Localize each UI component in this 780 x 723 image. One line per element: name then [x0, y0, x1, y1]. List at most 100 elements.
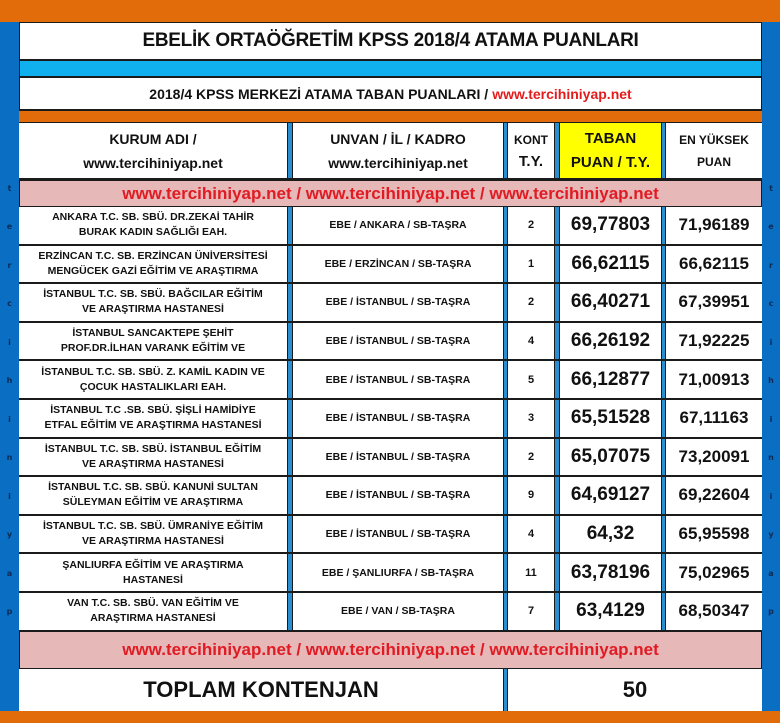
column-separator	[503, 593, 508, 630]
header-kont: KONT T.Y.	[508, 123, 554, 178]
cell-kont: 11	[525, 566, 537, 579]
column-separator	[661, 515, 666, 553]
column-separator	[287, 438, 293, 476]
header-unvan: UNVAN / İL / KADRO www.tercihiniyap.net	[293, 123, 503, 178]
cell-kont: 2	[527, 296, 535, 309]
side-letter: p	[6, 607, 13, 616]
total-label: TOPLAM KONTENJAN	[143, 677, 379, 702]
side-letter: h	[6, 376, 13, 385]
cell-kurum-line2: ÇOCUK HASTALIKLARI EAH.	[79, 380, 227, 393]
side-letter: n	[6, 453, 13, 462]
subtitle-link[interactable]: www.tercihiniyap.net	[492, 85, 632, 102]
side-letter: e	[6, 222, 13, 231]
cell-en-yuksek-puan: 71,96189	[678, 215, 750, 235]
cell-unvan: EBE / İSTANBUL / SB-TAŞRA	[325, 335, 471, 348]
column-separator	[554, 593, 560, 630]
watermark-band-top[interactable]: www.tercihiniyap.net / www.tercihiniyap.…	[19, 180, 762, 207]
table-row: İSTANBUL T.C. SB. SBÜ. KANUNİ SULTAN SÜLE…	[19, 477, 762, 516]
side-letter: i	[8, 338, 11, 347]
column-separator	[287, 284, 293, 321]
cell-kurum-line2: ETFAL EĞİTİM VE ARAŞTIRMA HASTANESİ	[44, 419, 262, 432]
cell-kurum: VAN T.C. SB. SBÜ. VAN EĞİTİM VE ARAŞTIRMA…	[19, 593, 287, 630]
cell-kurum: İSTANBUL T.C. SB. SBÜ. BAĞCILAR EĞİTİM VE…	[19, 284, 287, 321]
side-letter: i	[8, 415, 11, 424]
column-separator	[661, 438, 666, 476]
orange-divider	[19, 110, 762, 123]
cell-unvan: EBE / İSTANBUL / SB-TAŞRA	[325, 412, 471, 425]
cell-kurum-line1: İSTANBUL T.C. SB. SBÜ. KANUNİ SULTAN	[48, 481, 258, 494]
column-separator	[661, 245, 666, 283]
cell-en-yuksek-puan: 68,50347	[678, 601, 750, 621]
cell-taban-puan: 63,4129	[576, 600, 645, 622]
column-separator	[554, 284, 560, 321]
cell-kurum-line1: İSTANBUL T.C. SB. SBÜ. ÜMRANİYE EĞİTİM	[42, 520, 264, 533]
column-separator	[287, 123, 293, 178]
cell-unvan: EBE / ŞANLIURFA / SB-TAŞRA	[321, 566, 475, 579]
column-separator	[503, 554, 508, 591]
column-separator	[661, 207, 666, 244]
cell-en-yuksek-puan: 65,95598	[678, 524, 750, 544]
table-row: ERZİNCAN T.C. SB. ERZİNCAN ÜNİVERSİTESİ M…	[19, 245, 762, 285]
cell-unvan: EBE / İSTANBUL / SB-TAŞRA	[325, 528, 471, 541]
cell-unvan: EBE / ANKARA / SB-TAŞRA	[329, 219, 467, 232]
column-separator	[661, 361, 666, 398]
header-unvan-line1: UNVAN / İL / KADRO	[330, 130, 466, 147]
header-kont-line2: T.Y.	[518, 152, 544, 170]
column-separator	[554, 477, 560, 514]
table-row: İSTANBUL T.C .SB. SBÜ. ŞİŞLİ HAMİDİYE ETF…	[19, 400, 762, 439]
side-letter: h	[768, 376, 774, 385]
header-taban: TABAN PUAN / T.Y.	[560, 123, 661, 178]
cell-kont: 4	[527, 335, 535, 348]
side-letter: i	[769, 415, 773, 424]
right-side-strip: t e r c i h i n i y a p	[762, 22, 780, 711]
column-separator	[554, 207, 560, 244]
side-letter: r	[7, 261, 12, 270]
cell-kurum-line1: ŞANLIURFA EĞİTİM VE ARAŞTIRMA	[62, 558, 244, 571]
cell-kont: 1	[527, 257, 535, 270]
column-separator	[661, 400, 666, 437]
side-letter: i	[8, 492, 11, 501]
side-letter: i	[769, 338, 773, 347]
table-row: İSTANBUL T.C. SB. SBÜ. İSTANBUL EĞİTİM VE…	[19, 438, 762, 478]
column-separator	[554, 554, 560, 591]
header-kurum-line2: www.tercihiniyap.net	[83, 154, 223, 171]
header-kurum-line1: KURUM ADI /	[109, 130, 197, 147]
document-sheet: EBELİK ORTAÖĞRETİM KPSS 2018/4 ATAMA PUA…	[19, 22, 762, 711]
table-row: İSTANBUL SANCAKTEPE ŞEHİT PROF.DR.İLHAN V…	[19, 322, 762, 362]
left-side-strip: t e r c i h i n i y a p	[0, 22, 19, 711]
cell-unvan: EBE / İSTANBUL / SB-TAŞRA	[325, 489, 471, 502]
column-separator	[287, 322, 293, 360]
column-separator	[661, 593, 666, 630]
side-letter: i	[769, 492, 773, 501]
cell-kurum-line2: VE ARAŞTIRMA HASTANESİ	[82, 457, 224, 470]
cell-kurum-line1: İSTANBUL T.C. SB. SBÜ. Z. KAMİL KADIN VE	[41, 365, 265, 378]
side-letter: y	[6, 530, 13, 539]
cell-kurum-line1: ERZİNCAN T.C. SB. ERZİNCAN ÜNİVERSİTESİ	[38, 249, 268, 262]
cell-kurum: ANKARA T.C. SB. SBÜ. DR.ZEKAİ TAHİR BURAK…	[19, 207, 287, 244]
side-letter: e	[768, 222, 774, 231]
header-kurum: KURUM ADI / www.tercihiniyap.net	[19, 123, 287, 178]
cell-kont: 4	[527, 528, 535, 541]
cell-kont: 7	[527, 605, 535, 618]
side-letter: r	[769, 261, 773, 270]
column-separator	[554, 322, 560, 360]
cell-kurum: ŞANLIURFA EĞİTİM VE ARAŞTIRMA HASTANESİ	[19, 554, 287, 591]
cell-unvan: EBE / İSTANBUL / SB-TAŞRA	[325, 450, 471, 463]
cell-kurum-line2: VE ARAŞTIRMA HASTANESİ	[82, 303, 224, 316]
column-separator	[503, 207, 508, 244]
cell-kurum: İSTANBUL T.C. SB. SBÜ. Z. KAMİL KADIN VE…	[19, 361, 287, 398]
header-en-yuksek-line2: PUAN	[696, 154, 731, 169]
side-letter: p	[768, 607, 774, 616]
watermark-band-bottom[interactable]: www.tercihiniyap.net / www.tercihiniyap.…	[19, 631, 762, 669]
cell-en-yuksek-puan: 67,11163	[679, 408, 749, 428]
column-separator	[287, 477, 293, 514]
column-separator	[661, 123, 666, 178]
table-row: İSTANBUL T.C. SB. SBÜ. BAĞCILAR EĞİTİM VE…	[19, 284, 762, 323]
header-kont-line1: KONT	[514, 132, 548, 147]
cell-kurum-line1: İSTANBUL T.C. SB. SBÜ. İSTANBUL EĞİTİM	[44, 442, 262, 455]
cell-unvan: EBE / VAN / SB-TAŞRA	[341, 605, 455, 618]
column-separator	[554, 123, 560, 178]
cell-taban-puan: 63,78196	[570, 561, 651, 583]
column-separator	[661, 554, 666, 591]
column-separator	[554, 438, 560, 476]
